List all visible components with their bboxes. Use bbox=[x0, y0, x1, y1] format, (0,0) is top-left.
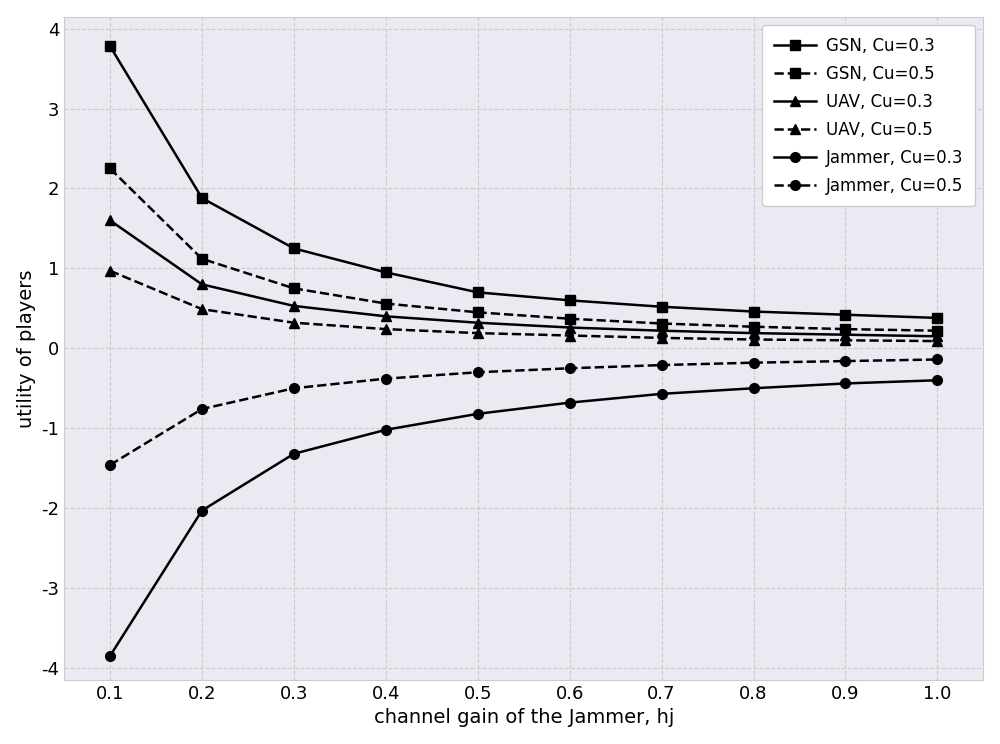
Jammer, Cu=0.5 bbox=[288, 384, 300, 393]
Jammer, Cu=0.5 bbox=[196, 405, 208, 414]
UAV, Cu=0.3 bbox=[564, 323, 576, 332]
UAV, Cu=0.5 bbox=[839, 336, 851, 344]
UAV, Cu=0.3 bbox=[196, 280, 208, 289]
Jammer, Cu=0.5 bbox=[931, 355, 943, 364]
Jammer, Cu=0.5 bbox=[656, 361, 668, 370]
UAV, Cu=0.5 bbox=[196, 305, 208, 314]
Line: UAV, Cu=0.3: UAV, Cu=0.3 bbox=[105, 216, 942, 341]
UAV, Cu=0.3 bbox=[380, 312, 392, 321]
GSN, Cu=0.3 bbox=[656, 302, 668, 311]
UAV, Cu=0.3 bbox=[931, 332, 943, 341]
UAV, Cu=0.3 bbox=[839, 330, 851, 339]
Y-axis label: utility of players: utility of players bbox=[17, 269, 36, 428]
UAV, Cu=0.5 bbox=[380, 324, 392, 333]
UAV, Cu=0.5 bbox=[931, 336, 943, 345]
GSN, Cu=0.3 bbox=[931, 313, 943, 322]
UAV, Cu=0.3 bbox=[656, 327, 668, 336]
GSN, Cu=0.5 bbox=[380, 299, 392, 308]
Jammer, Cu=0.3 bbox=[380, 426, 392, 434]
Legend: GSN, Cu=0.3, GSN, Cu=0.5, UAV, Cu=0.3, UAV, Cu=0.5, Jammer, Cu=0.3, Jammer, Cu=0: GSN, Cu=0.3, GSN, Cu=0.5, UAV, Cu=0.3, U… bbox=[762, 25, 975, 206]
Jammer, Cu=0.5 bbox=[839, 356, 851, 365]
GSN, Cu=0.5 bbox=[748, 322, 760, 331]
Jammer, Cu=0.3 bbox=[472, 409, 484, 418]
UAV, Cu=0.5 bbox=[472, 329, 484, 338]
Jammer, Cu=0.5 bbox=[748, 358, 760, 367]
GSN, Cu=0.5 bbox=[288, 284, 300, 293]
GSN, Cu=0.5 bbox=[564, 314, 576, 323]
UAV, Cu=0.5 bbox=[564, 331, 576, 340]
GSN, Cu=0.5 bbox=[839, 324, 851, 333]
Line: GSN, Cu=0.3: GSN, Cu=0.3 bbox=[105, 42, 942, 323]
UAV, Cu=0.3 bbox=[472, 318, 484, 327]
GSN, Cu=0.3 bbox=[288, 244, 300, 253]
UAV, Cu=0.3 bbox=[104, 216, 116, 225]
UAV, Cu=0.3 bbox=[288, 301, 300, 310]
Jammer, Cu=0.3 bbox=[656, 389, 668, 398]
GSN, Cu=0.3 bbox=[196, 193, 208, 202]
UAV, Cu=0.3 bbox=[748, 329, 760, 338]
Jammer, Cu=0.3 bbox=[564, 398, 576, 407]
GSN, Cu=0.5 bbox=[656, 319, 668, 328]
GSN, Cu=0.5 bbox=[472, 308, 484, 317]
GSN, Cu=0.3 bbox=[564, 296, 576, 305]
Line: GSN, Cu=0.5: GSN, Cu=0.5 bbox=[105, 164, 942, 336]
UAV, Cu=0.5 bbox=[748, 335, 760, 344]
Jammer, Cu=0.3 bbox=[748, 384, 760, 393]
Jammer, Cu=0.3 bbox=[104, 652, 116, 661]
Line: Jammer, Cu=0.3: Jammer, Cu=0.3 bbox=[105, 376, 942, 661]
GSN, Cu=0.3 bbox=[380, 268, 392, 277]
UAV, Cu=0.5 bbox=[104, 266, 116, 275]
Jammer, Cu=0.5 bbox=[564, 364, 576, 373]
Jammer, Cu=0.5 bbox=[104, 461, 116, 469]
GSN, Cu=0.3 bbox=[104, 42, 116, 51]
GSN, Cu=0.5 bbox=[104, 164, 116, 173]
Jammer, Cu=0.5 bbox=[472, 368, 484, 376]
Jammer, Cu=0.3 bbox=[288, 449, 300, 458]
Jammer, Cu=0.3 bbox=[931, 376, 943, 385]
Jammer, Cu=0.3 bbox=[196, 506, 208, 515]
GSN, Cu=0.3 bbox=[472, 288, 484, 297]
GSN, Cu=0.5 bbox=[196, 254, 208, 263]
UAV, Cu=0.5 bbox=[656, 333, 668, 342]
Jammer, Cu=0.5 bbox=[380, 374, 392, 383]
Line: Jammer, Cu=0.5: Jammer, Cu=0.5 bbox=[105, 355, 942, 469]
GSN, Cu=0.5 bbox=[931, 327, 943, 336]
GSN, Cu=0.3 bbox=[839, 310, 851, 319]
X-axis label: channel gain of the Jammer, hj: channel gain of the Jammer, hj bbox=[374, 708, 674, 728]
Jammer, Cu=0.3 bbox=[839, 379, 851, 388]
Line: UAV, Cu=0.5: UAV, Cu=0.5 bbox=[105, 266, 942, 346]
GSN, Cu=0.3 bbox=[748, 307, 760, 316]
UAV, Cu=0.5 bbox=[288, 318, 300, 327]
